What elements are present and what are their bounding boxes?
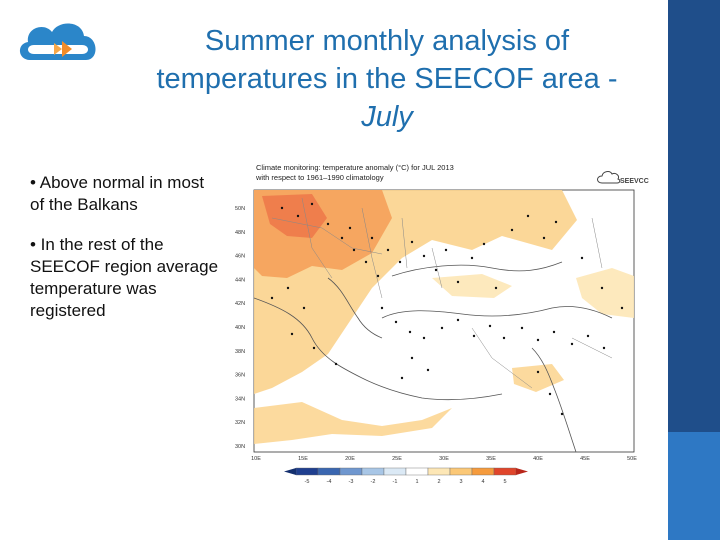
colorbar-label: 4	[481, 479, 484, 485]
colorbar-label: -3	[349, 479, 354, 485]
seevcc-brand-text: SEEVCC	[620, 178, 649, 185]
title-line-2: temperatures in the SEECOF area -	[156, 63, 618, 95]
latitude-label: 38N	[235, 349, 245, 355]
colorbar-max-arrow	[516, 468, 528, 475]
map-frame	[253, 189, 635, 453]
longitude-label: 45E	[580, 456, 590, 462]
colorbar-label: -1	[393, 479, 398, 485]
colorbar-swatch	[383, 467, 407, 476]
colorbar-swatch	[493, 467, 517, 476]
title-line-1: Summer monthly analysis of	[204, 25, 570, 57]
bullet-list: • Above normal in most of the Balkans • …	[30, 172, 220, 340]
colorbar-label: 2	[437, 479, 440, 485]
colorbar-swatch	[405, 467, 429, 476]
latitude-label: 32N	[235, 420, 245, 426]
longitude-label: 10E	[251, 456, 261, 462]
colorbar-label: 5	[503, 479, 506, 485]
colorbar-label: 1	[415, 479, 418, 485]
latitude-label: 48N	[235, 230, 245, 236]
latitude-label: 34N	[235, 396, 245, 402]
colorbar-swatch	[471, 467, 495, 476]
colorbar-min-arrow	[284, 468, 296, 475]
colorbar-swatch	[295, 467, 319, 476]
slide-title: Summer monthly analysis of temperatures …	[112, 22, 662, 136]
longitude-labels: 10E 15E 20E 25E 30E 35E 40E 45E 50E	[251, 456, 637, 462]
latitude-label: 50N	[235, 206, 245, 212]
longitude-label: 30E	[439, 456, 449, 462]
latitude-label: 36N	[235, 373, 245, 379]
longitude-label: 50E	[627, 456, 637, 462]
colorbar-swatch	[361, 467, 385, 476]
latitude-label: 40N	[235, 325, 245, 331]
latitude-label: 44N	[235, 277, 245, 283]
colorbar: -5 -4 -3 -2 -1 1 2 3 4 5	[284, 467, 528, 485]
map-caption-line-2: with respect to 1961–1990 climatology	[255, 173, 384, 182]
colorbar-swatch	[427, 467, 451, 476]
latitude-label: 30N	[235, 444, 245, 450]
latitude-label: 42N	[235, 301, 245, 307]
colorbar-label: -4	[327, 479, 332, 485]
longitude-label: 40E	[533, 456, 543, 462]
side-decoration-bar	[668, 0, 720, 540]
station-dots	[270, 202, 624, 416]
map-caption-line-1: Climate monitoring: temperature anomaly …	[256, 163, 454, 172]
longitude-label: 20E	[345, 456, 355, 462]
cloud-logo-icon	[19, 23, 96, 61]
bullet-item-2: • In the rest of the SEECOF region avera…	[30, 235, 219, 320]
title-line-3: July	[361, 101, 413, 133]
longitude-label: 35E	[486, 456, 496, 462]
colorbar-label: -2	[371, 479, 376, 485]
colorbar-swatch	[449, 467, 473, 476]
colorbar-label: -5	[305, 479, 310, 485]
colorbar-swatch	[339, 467, 363, 476]
seevcc-logo: SEEVCC	[597, 171, 649, 185]
temperature-anomaly-map: Climate monitoring: temperature anomaly …	[232, 158, 656, 490]
colorbar-label: 3	[459, 479, 462, 485]
side-accent-block	[668, 432, 720, 540]
latitude-label: 46N	[235, 254, 245, 260]
colorbar-swatch	[317, 467, 341, 476]
bullet-item-1: • Above normal in most of the Balkans	[30, 173, 205, 214]
longitude-label: 25E	[392, 456, 402, 462]
latitude-labels: 50N 48N 46N 44N 42N 40N 38N 36N 34N 32N 30N	[235, 206, 245, 450]
longitude-label: 15E	[298, 456, 308, 462]
